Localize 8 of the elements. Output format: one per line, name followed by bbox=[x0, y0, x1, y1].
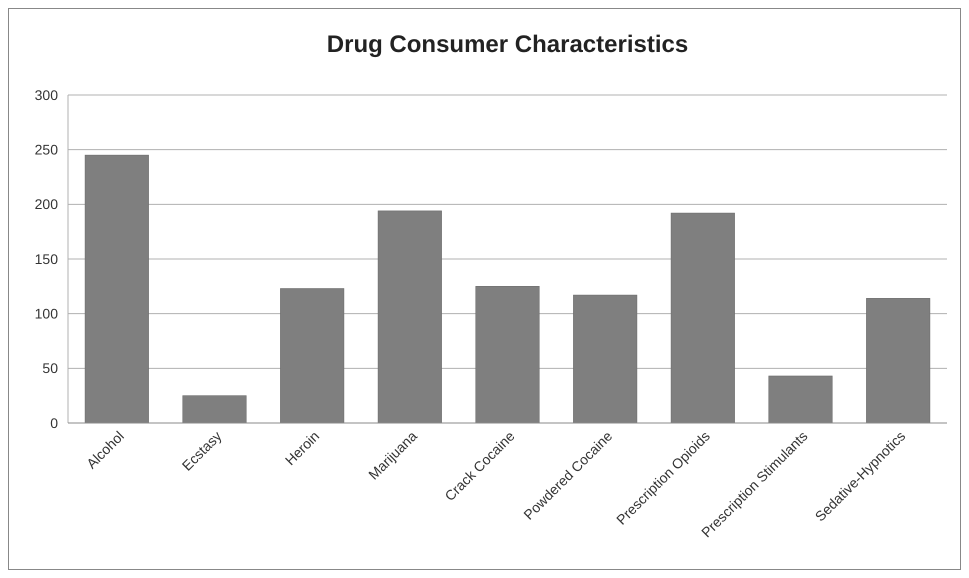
y-tick-label: 0 bbox=[50, 414, 58, 431]
chart-title: Drug Consumer Characteristics bbox=[326, 31, 688, 58]
y-tick-label: 150 bbox=[34, 250, 58, 267]
y-tick-label: 100 bbox=[34, 306, 58, 322]
y-tick-label: 250 bbox=[34, 142, 58, 158]
y-tick-label: 300 bbox=[34, 86, 58, 103]
y-tick-label: 200 bbox=[34, 196, 58, 212]
y-tick-label: 50 bbox=[42, 360, 58, 376]
